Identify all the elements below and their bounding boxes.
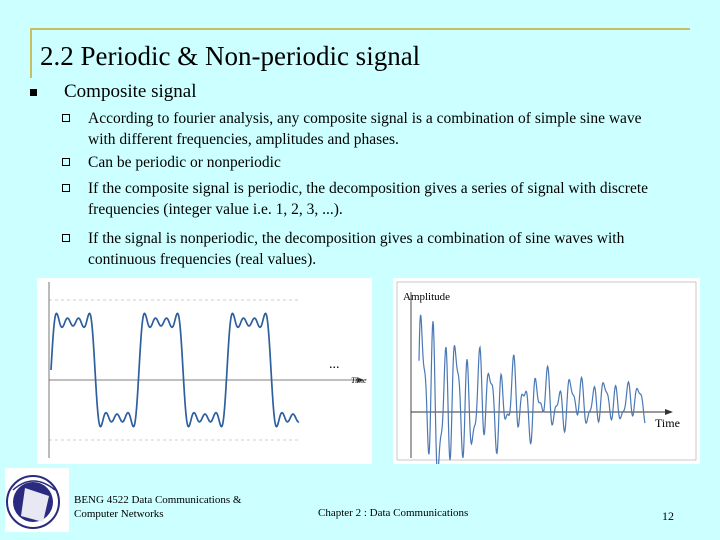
ellipsis-label: ...: [329, 357, 340, 372]
university-logo: [5, 468, 69, 532]
nonperiodic-wave: [418, 314, 646, 475]
periodic-signal-figure: ... Time: [37, 278, 372, 464]
hollow-square-bullet-icon: [62, 234, 70, 242]
hollow-square-bullet-icon: [62, 184, 70, 192]
title-frame: [30, 28, 690, 78]
axis-arrow-icon: [665, 409, 673, 415]
time-label: Time: [655, 416, 680, 430]
subbullet-text: According to fourier analysis, any compo…: [88, 110, 642, 148]
subbullet-text: If the composite signal is periodic, the…: [88, 180, 649, 218]
subbullet-text: Can be periodic or nonperiodic: [88, 154, 281, 171]
periodic-wave: [50, 312, 300, 428]
amplitude-label: Amplitude: [403, 291, 450, 303]
page-number: 12: [662, 509, 674, 523]
hollow-square-bullet-icon: [62, 158, 70, 166]
footer-course: BENG 4522 Data Communications & Computer…: [74, 494, 242, 520]
time-axis-label: Time: [351, 376, 367, 385]
slide-title: 2.2 Periodic & Non-periodic signal: [40, 41, 421, 71]
bullet-text: Composite signal: [64, 81, 197, 102]
footer-chapter: Chapter 2 : Data Communications: [318, 507, 469, 519]
axis-arrow-icon: [357, 377, 364, 383]
nonperiodic-signal-figure: Amplitude Time: [393, 278, 700, 475]
square-bullet-icon: [30, 89, 37, 96]
subbullet-text: If the signal is nonperiodic, the decomp…: [88, 230, 625, 268]
hollow-square-bullet-icon: [62, 114, 70, 122]
